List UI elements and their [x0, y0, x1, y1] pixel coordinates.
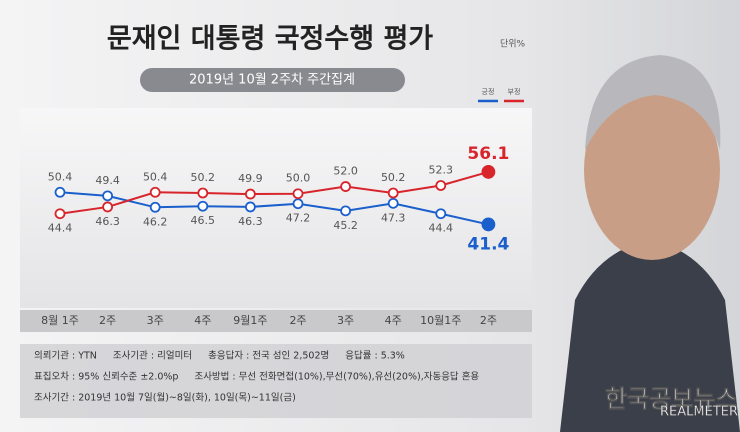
point	[197, 200, 209, 212]
chart-title: 문재인 대통령 국정수행 평가	[107, 24, 433, 55]
value-label: 46.5	[191, 214, 216, 227]
value-label: 41.4	[467, 234, 509, 254]
note: 총응답자 : 전국 성인 2,502명	[208, 350, 329, 362]
note: 조사기관 : 리얼미터	[113, 351, 192, 362]
point	[340, 205, 352, 217]
value-label: 44.4	[429, 222, 454, 235]
x-tick-label: 4주	[194, 314, 211, 327]
value-label: 50.4	[48, 170, 73, 183]
point	[435, 208, 447, 220]
point	[54, 186, 66, 198]
point	[292, 198, 304, 210]
note: 조사기간 : 2019년 10월 7일(월)~8일(화), 10일(목)~11일…	[34, 392, 296, 404]
point	[54, 208, 66, 220]
subtitle-pill	[140, 68, 405, 92]
x-tick-label: 8월 1주	[41, 314, 79, 327]
point	[244, 201, 256, 213]
note: 응답률 : 5.3%	[345, 350, 405, 362]
series-line	[59, 191, 489, 226]
note: 조사방법 : 무선 전화면접(10%),무선(70%),유선(20%),자동응답…	[194, 371, 479, 383]
photo-face	[584, 80, 720, 260]
x-tick-label: 3주	[337, 314, 354, 327]
point	[435, 180, 447, 191]
notes-box	[20, 344, 532, 418]
unit-label: 단위%	[500, 39, 526, 50]
x-tick-label: 10월1주	[420, 314, 461, 327]
category-band	[20, 310, 532, 332]
x-tick-label: 9월1주	[233, 314, 267, 327]
x-tick-label: 4주	[385, 314, 402, 327]
photo-hair	[585, 55, 721, 150]
value-label: 50.2	[191, 171, 216, 184]
x-tick-label: 2주	[99, 314, 116, 327]
value-label: 44.4	[48, 222, 73, 235]
value-label: 49.4	[95, 174, 120, 187]
point	[387, 187, 399, 199]
series-line	[59, 170, 489, 215]
point	[481, 217, 496, 232]
value-label: 50.0	[286, 172, 311, 185]
brand: REALMETER	[660, 405, 738, 420]
value-label: 47.3	[381, 211, 406, 224]
point	[149, 201, 161, 213]
value-label: 46.3	[95, 215, 120, 228]
value-label: 46.3	[238, 215, 263, 228]
subtitle: 2019년 10월 2주차 주간집계	[189, 73, 355, 88]
point	[149, 186, 161, 198]
note: 의뢰기관 : YTN	[34, 351, 97, 362]
point	[340, 181, 352, 192]
point	[292, 188, 304, 200]
watermark: 한국공보뉴스	[605, 385, 737, 413]
point	[102, 201, 113, 213]
point	[244, 188, 256, 200]
photo-figure	[560, 240, 740, 432]
value-label: 47.2	[286, 212, 311, 225]
value-label: 50.4	[143, 170, 168, 183]
legend-label: 긍정	[482, 87, 495, 96]
value-label: 46.2	[143, 215, 168, 228]
point	[481, 165, 496, 179]
note: 표집오차 : 95% 신뢰수준 ±2.0%p	[34, 371, 178, 383]
value-label: 49.9	[238, 172, 263, 185]
point	[387, 197, 399, 209]
value-label: 52.3	[429, 164, 454, 177]
value-label: 45.2	[333, 219, 358, 232]
point	[102, 190, 113, 202]
x-tick-label: 2주	[480, 314, 497, 327]
x-tick-label: 2주	[289, 314, 306, 327]
x-tick-label: 3주	[147, 314, 164, 327]
legend-label: 부정	[508, 87, 521, 96]
value-label: 52.0	[333, 165, 358, 178]
value-label: 50.2	[381, 171, 406, 184]
point	[197, 187, 209, 199]
value-label: 56.1	[467, 144, 509, 164]
